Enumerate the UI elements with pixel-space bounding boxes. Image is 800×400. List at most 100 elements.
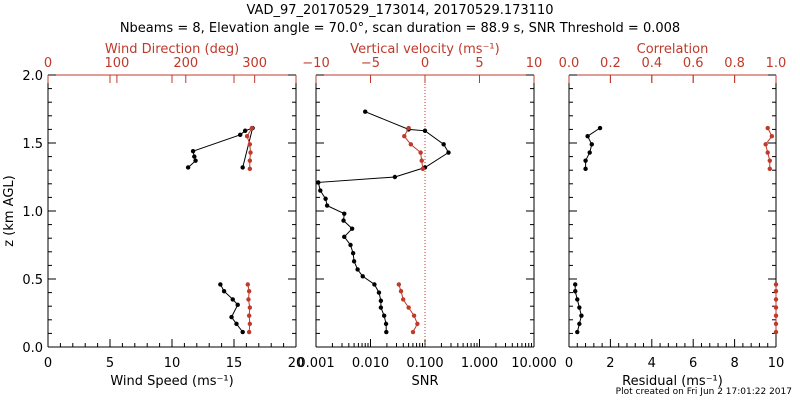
chart-subtitle: Nbeams = 8, Elevation angle = 70.0°, sca… (119, 21, 681, 36)
data-point (773, 329, 779, 335)
data-point (579, 313, 584, 318)
data-point (577, 305, 582, 310)
data-point (240, 165, 245, 170)
x-tick-label: 8 (730, 356, 738, 371)
x-tick-label: 2 (606, 356, 614, 371)
data-point (378, 298, 384, 303)
data-point (410, 329, 416, 335)
data-point (240, 329, 245, 335)
x-axis-label: SNR (411, 374, 438, 389)
data-point (765, 150, 770, 155)
x-tick-label: 0.100 (406, 356, 443, 371)
data-point (185, 165, 191, 170)
data-point (383, 321, 389, 327)
data-point (398, 289, 404, 294)
top-tick-label: 200 (173, 56, 198, 71)
data-point (381, 313, 387, 318)
top-tick-label: 0.2 (600, 56, 621, 71)
data-point (402, 134, 407, 139)
series-line (187, 127, 254, 168)
x-tick-label: 0 (565, 356, 573, 371)
data-point (235, 302, 240, 308)
data-point (221, 289, 227, 294)
data-point (587, 150, 592, 155)
data-point (773, 282, 779, 287)
data-point (351, 259, 357, 264)
data-point (342, 234, 347, 240)
data-point (773, 297, 779, 302)
data-point (406, 125, 411, 131)
data-point (247, 142, 253, 147)
series-line (765, 127, 773, 169)
x-tick-label: 6 (689, 356, 697, 371)
top-tick-label: 0.0 (559, 56, 580, 71)
data-point (589, 142, 594, 147)
data-point (767, 158, 772, 163)
data-point (378, 305, 384, 310)
data-point (248, 150, 253, 155)
data-point (575, 329, 580, 335)
top-tick-label: 10 (526, 56, 543, 71)
data-point (411, 313, 417, 318)
data-point (406, 305, 411, 310)
top-tick-label: 0 (421, 56, 429, 71)
data-point (418, 150, 423, 155)
x-axis-label: Wind Speed (ms⁻¹) (110, 374, 233, 389)
data-point (392, 174, 398, 180)
data-point (372, 282, 377, 287)
data-point (242, 128, 248, 133)
top-tick-label: 0.8 (724, 56, 745, 71)
top-tick-label: 0 (44, 56, 52, 71)
data-point (355, 267, 360, 272)
top-tick-label: −10 (302, 56, 329, 71)
data-point (763, 142, 768, 147)
top-axis-label: Correlation (637, 42, 709, 57)
data-point (420, 166, 426, 172)
x-tick-label: 10.000 (511, 356, 557, 371)
top-tick-label: 300 (242, 56, 267, 71)
x-tick-label: 15 (226, 356, 243, 371)
y-tick-label: 0.0 (22, 341, 43, 356)
series-line (317, 111, 450, 333)
y-axis-label: z (km AGL) (2, 175, 17, 246)
x-tick-label: 0 (44, 356, 52, 371)
data-point (238, 132, 243, 138)
data-point (246, 289, 252, 294)
data-point (767, 166, 772, 172)
data-point (246, 297, 251, 302)
data-point (341, 218, 346, 223)
data-point (446, 150, 451, 155)
x-tick-label: 1.000 (461, 356, 498, 371)
data-point (765, 125, 770, 131)
x-tick-label: 10 (164, 356, 181, 371)
data-point (193, 158, 198, 163)
data-point (249, 125, 255, 131)
x-tick-label: 0.010 (352, 356, 389, 371)
top-tick-label: 0.4 (641, 56, 662, 71)
y-tick-label: 0.5 (22, 273, 43, 288)
x-tick-label: 10 (768, 356, 785, 371)
data-point (323, 196, 328, 201)
plot-created-footer: Plot created on Fri Jun 2 17:01:22 2017 (615, 387, 792, 397)
top-tick-label: 5 (475, 56, 483, 71)
data-point (229, 314, 234, 320)
data-point (573, 289, 578, 294)
data-point (396, 282, 402, 287)
data-point (422, 128, 428, 133)
top-tick-label: 100 (104, 56, 129, 71)
data-point (573, 282, 578, 287)
top-tick-label: 1.0 (766, 56, 787, 71)
chart-title: VAD_97_20170529_173014, 20170529.173110 (246, 3, 554, 18)
data-point (773, 289, 779, 294)
data-point (244, 134, 250, 139)
data-point (350, 250, 356, 256)
top-tick-label: −5 (361, 56, 380, 71)
series-line (403, 127, 424, 169)
data-point (583, 166, 588, 172)
data-point (415, 321, 420, 327)
data-point (597, 125, 603, 131)
y-tick-label: 1.0 (22, 205, 43, 220)
data-point (401, 297, 406, 302)
data-point (247, 166, 253, 172)
